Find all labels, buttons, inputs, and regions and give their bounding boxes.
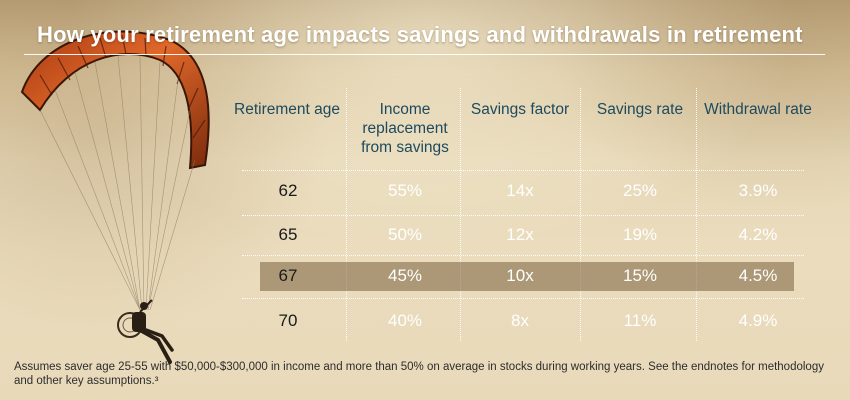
header-savings-factor: Savings factor: [470, 101, 570, 118]
wing-canopy: [20, 30, 210, 170]
column-divider: [346, 88, 347, 341]
row-divider: [242, 255, 804, 256]
row-divider: [242, 170, 804, 171]
cell-income-replacement: 50%: [387, 225, 423, 244]
cell-withdrawal-rate: 4.5%: [738, 266, 778, 285]
cell-savings-rate: 11%: [623, 311, 657, 330]
page-title: How your retirement age impacts savings …: [37, 22, 803, 47]
header-withdrawal-rate: Withdrawal rate: [704, 101, 812, 118]
cell-savings-rate: 15%: [622, 266, 658, 285]
highlighted-row-band: [260, 262, 794, 291]
cell-retirement-age: 70: [278, 311, 298, 330]
paraglider-image: [20, 30, 210, 364]
cell-income-replacement: 40%: [387, 311, 423, 330]
cell-income-replacement: 45%: [387, 266, 423, 285]
cell-retirement-age: 67: [278, 266, 298, 285]
row-divider: [242, 215, 804, 216]
cell-withdrawal-rate: 3.9%: [738, 181, 778, 200]
title-divider: [24, 54, 825, 55]
header-income-replacement: Income replacement from savings: [361, 101, 449, 156]
cell-retirement-age: 65: [278, 225, 298, 244]
cell-savings-factor: 10x: [506, 266, 534, 285]
cell-withdrawal-rate: 4.9%: [738, 311, 778, 330]
column-divider: [580, 88, 581, 341]
cell-savings-factor: 8x: [511, 311, 529, 330]
row-divider: [242, 298, 804, 299]
cell-savings-rate: 25%: [622, 181, 658, 200]
column-divider: [460, 88, 461, 341]
cell-income-replacement: 55%: [387, 181, 423, 200]
cell-savings-factor: 12x: [506, 225, 534, 244]
cell-withdrawal-rate: 4.2%: [738, 225, 778, 244]
cell-retirement-age: 62: [278, 181, 298, 200]
header-retirement-age: Retirement age: [234, 101, 340, 118]
cell-savings-factor: 14x: [506, 181, 534, 200]
footnote: Assumes saver age 25-55 with $50,000-$30…: [14, 361, 824, 387]
pilot: [117, 299, 174, 364]
header-savings-rate: Savings rate: [596, 101, 684, 118]
cell-savings-rate: 19%: [622, 225, 658, 244]
column-divider: [696, 88, 697, 341]
